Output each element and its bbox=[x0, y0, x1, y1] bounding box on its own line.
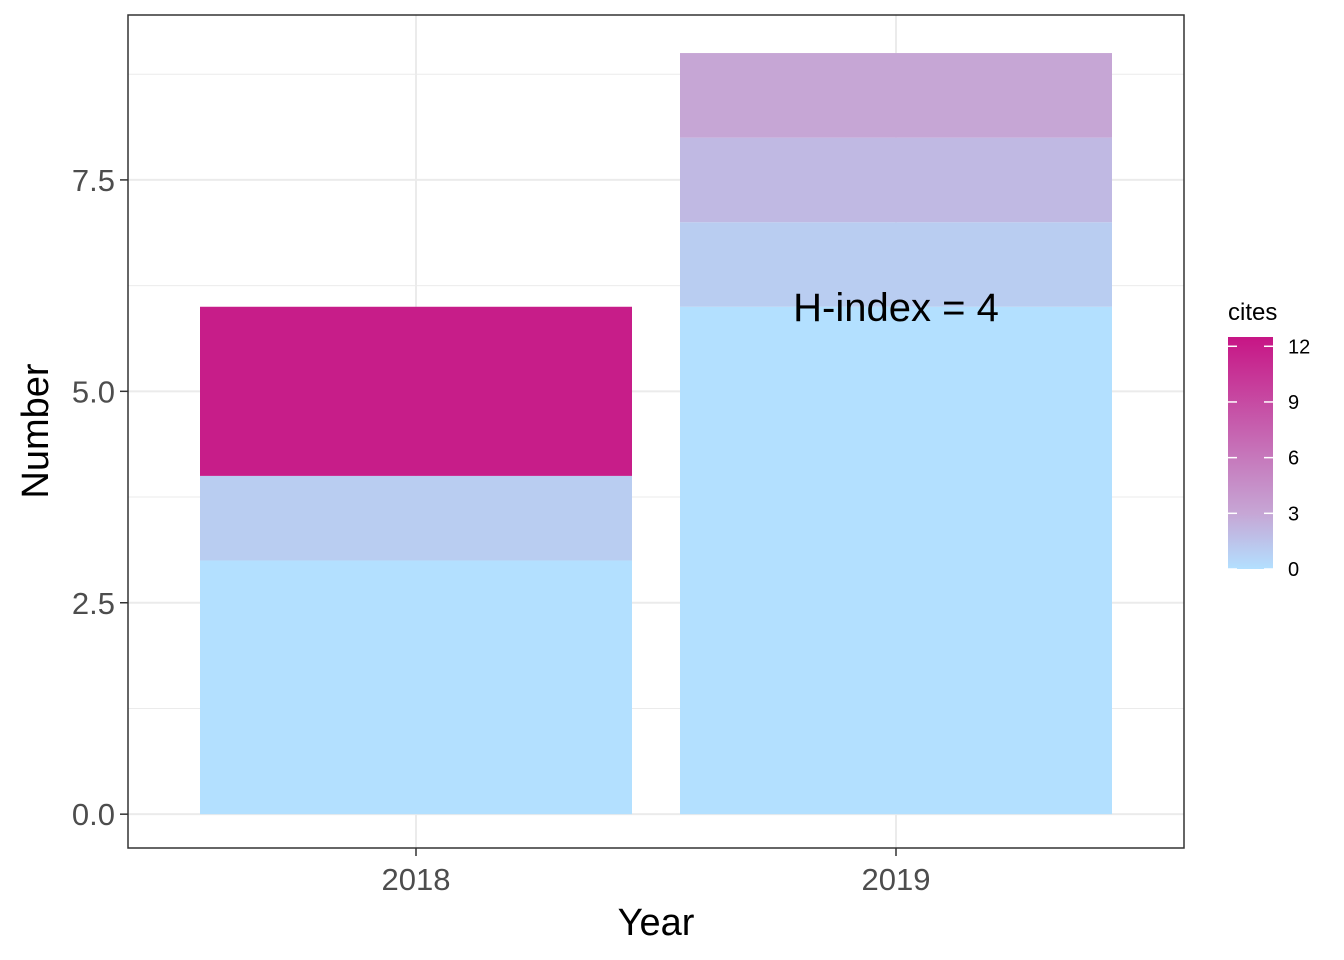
legend-tick-label: 0 bbox=[1288, 559, 1299, 581]
legend-tick-label: 12 bbox=[1288, 336, 1310, 358]
y-axis-title: Number bbox=[15, 363, 57, 498]
bar-segment-2018 bbox=[200, 306, 632, 476]
legend-tick-label: 6 bbox=[1288, 448, 1299, 470]
bar-segment-2019 bbox=[680, 137, 1112, 223]
legend-tick-label: 9 bbox=[1288, 392, 1299, 414]
h-index-annotation: H-index = 4 bbox=[793, 286, 999, 330]
x-axis-title: Year bbox=[618, 902, 695, 944]
plot-panel-border bbox=[127, 14, 1185, 849]
y-tick-label: 7.5 bbox=[72, 163, 115, 198]
bar-segment-2019 bbox=[680, 306, 1112, 815]
bar-segment-2018 bbox=[200, 560, 632, 815]
y-tick-label: 5.0 bbox=[72, 374, 115, 409]
y-tick-label: 2.5 bbox=[72, 586, 115, 621]
legend-colorbar bbox=[1228, 337, 1273, 569]
x-tick-label: 2019 bbox=[862, 862, 931, 897]
bar-segment-2019 bbox=[680, 53, 1112, 138]
legend-tick-label: 3 bbox=[1288, 503, 1299, 525]
x-tick-label: 2018 bbox=[382, 862, 451, 897]
bar-segment-2019 bbox=[680, 222, 1112, 307]
legend-ticks: 0 3 6 9 12 bbox=[1228, 336, 1310, 581]
legend-title: cites bbox=[1228, 299, 1277, 326]
y-tick-label: 0.0 bbox=[72, 797, 115, 832]
legend: cites 0 3 6 9 12 bbox=[1228, 299, 1310, 581]
bar-segment-2018 bbox=[200, 475, 632, 561]
y-axis: 0.0 2.5 5.0 7.5 bbox=[72, 163, 128, 832]
x-axis: 2018 2019 bbox=[382, 848, 931, 897]
bars bbox=[200, 53, 1112, 815]
